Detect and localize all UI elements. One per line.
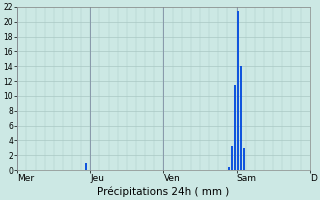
Bar <box>234 85 236 170</box>
Bar <box>84 163 87 170</box>
Bar <box>237 11 239 170</box>
Bar <box>228 167 230 170</box>
Bar <box>243 148 245 170</box>
Bar <box>231 146 233 170</box>
Bar <box>240 66 242 170</box>
X-axis label: Précipitations 24h ( mm ): Précipitations 24h ( mm ) <box>97 186 229 197</box>
